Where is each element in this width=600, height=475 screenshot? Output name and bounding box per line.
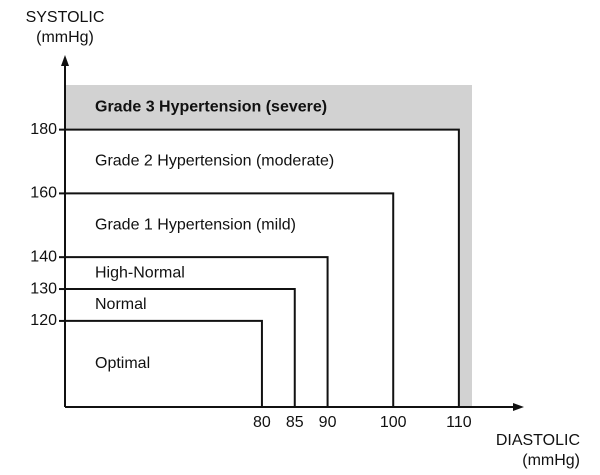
x-tick-label: 90	[319, 414, 337, 431]
y-axis-label: SYSTOLIC	[26, 9, 105, 26]
region-border	[65, 192, 395, 407]
region-label: Grade 1 Hypertension (mild)	[95, 216, 296, 233]
y-tick-label: 120	[30, 312, 57, 329]
x-axis-label: (mmHg)	[522, 452, 580, 469]
region-label: Grade 3 Hypertension (severe)	[95, 99, 327, 116]
region-label: Grade 2 Hypertension (moderate)	[95, 153, 334, 170]
region-border	[65, 256, 329, 407]
x-arrow	[513, 403, 524, 411]
y-axis-label: (mmHg)	[36, 29, 94, 46]
region-label: High-Normal	[95, 264, 185, 281]
region-label: Optimal	[95, 355, 150, 372]
region-border	[65, 288, 296, 407]
region-border	[65, 128, 460, 407]
region-label: Normal	[95, 296, 147, 313]
x-tick-label: 80	[253, 414, 271, 431]
y-tick-label: 140	[30, 248, 57, 265]
x-tick-label: 110	[446, 414, 472, 431]
region	[65, 320, 262, 407]
region-border	[65, 319, 263, 407]
plot	[65, 85, 472, 407]
x-tick-label: 85	[286, 414, 304, 431]
y-tick-label: 180	[30, 121, 57, 138]
x-axis-label: DIASTOLIC	[496, 432, 580, 449]
y-arrow	[61, 55, 69, 66]
y-tick-label: 130	[30, 280, 57, 297]
x-tick-label: 100	[380, 414, 407, 431]
y-tick-label: 160	[30, 185, 57, 202]
